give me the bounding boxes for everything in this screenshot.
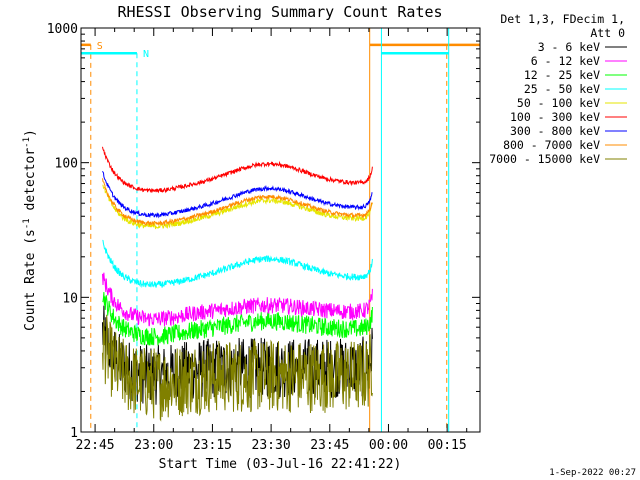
flag-label: N bbox=[143, 49, 149, 60]
x-axis-label: Start Time (03-Jul-16 22:41:22) bbox=[159, 457, 402, 472]
y-axis: 1 10 100 1000 bbox=[47, 22, 480, 441]
legend-label: 7000 - 15000 keV bbox=[489, 152, 600, 166]
y-axis-label: Count Rate (s-1 detector-1) bbox=[22, 129, 38, 331]
legend-label: 6 - 12 keV bbox=[531, 54, 600, 68]
y-tick-label: 100 bbox=[55, 157, 78, 172]
x-tick-label: 23:45 bbox=[310, 438, 349, 453]
x-tick-label: 23:15 bbox=[193, 438, 232, 453]
legend-label: 25 - 50 keV bbox=[524, 82, 600, 96]
legend-label: 800 - 7000 keV bbox=[503, 138, 600, 152]
series-lines bbox=[102, 146, 373, 422]
footer-date: 1-Sep-2022 00:27 bbox=[549, 468, 636, 478]
y-label-sup1: -1 bbox=[22, 218, 32, 229]
y-tick-label: 10 bbox=[62, 291, 78, 306]
legend-label: 12 - 25 keV bbox=[524, 68, 600, 82]
legend-label: 3 - 6 keV bbox=[538, 40, 600, 54]
legend-label: 300 - 800 keV bbox=[510, 124, 600, 138]
y-label-sup2: -1 bbox=[22, 137, 32, 148]
legend-label: 100 - 300 keV bbox=[510, 110, 600, 124]
legend-header: Det 1,3, FDecim 1, bbox=[500, 12, 625, 26]
series-line bbox=[102, 239, 373, 289]
legend-header: Att 0 bbox=[590, 26, 625, 40]
y-label-part2: detector bbox=[23, 148, 38, 219]
plot-frame bbox=[80, 27, 481, 433]
chart-title: RHESSI Observing Summary Count Rates bbox=[117, 3, 442, 21]
y-label-part3: ) bbox=[23, 129, 38, 137]
y-tick-label: 1 bbox=[70, 426, 78, 441]
legend-label: 50 - 100 keV bbox=[517, 96, 600, 110]
y-tick-label: 1000 bbox=[47, 22, 78, 37]
flag-label: S bbox=[97, 41, 103, 52]
x-tick-label: 22:45 bbox=[76, 438, 115, 453]
y-label-part1: Count Rate (s bbox=[23, 229, 38, 331]
x-tick-label: 23:00 bbox=[134, 438, 173, 453]
series-line bbox=[102, 272, 373, 327]
series-line bbox=[102, 178, 373, 227]
x-axis: 22:45 23:00 23:15 23:30 23:45 00:00 00:15 bbox=[76, 28, 468, 453]
x-tick-label: 00:00 bbox=[369, 438, 408, 453]
series-line bbox=[102, 170, 373, 219]
series-line bbox=[102, 292, 373, 346]
x-tick-label: 23:30 bbox=[252, 438, 291, 453]
series-line bbox=[102, 146, 373, 194]
x-tick-label: 00:15 bbox=[428, 438, 467, 453]
series-line bbox=[102, 314, 373, 422]
